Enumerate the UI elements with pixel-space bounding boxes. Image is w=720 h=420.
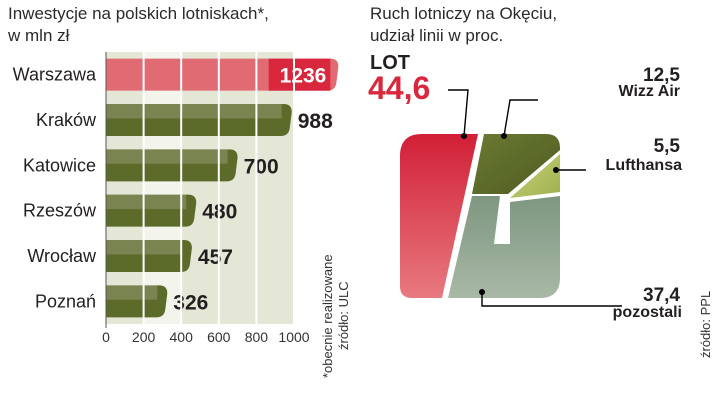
category-label: Kraków [36, 110, 97, 130]
leader-dot-wizz-air [501, 133, 507, 139]
bar-highlight [106, 194, 187, 210]
value-label: 700 [244, 155, 279, 178]
pie-chart [400, 89, 622, 307]
pie-label-pozostali: pozostali [612, 304, 682, 321]
bar-wrocław [106, 240, 192, 272]
bar-kraków [106, 104, 292, 136]
bar-source: źródło: ULC [336, 281, 351, 350]
tick-label: 1000 [278, 329, 309, 345]
pie-label-lot: LOT [370, 52, 410, 74]
value-label: 1236 [280, 65, 327, 88]
pie-value-pozostali: 37,4 [643, 285, 680, 306]
bar-rzeszów [106, 194, 197, 227]
pie-value-lot: 44,6 [368, 70, 431, 106]
bar-highlight [106, 104, 282, 119]
pie-chart-title: Ruch lotniczy na Okęciu, [370, 4, 558, 23]
bar-chart: Warszawa 1236 Kraków 988 Katowice 700 Rzeszów 4… [13, 52, 339, 345]
bar-highlight-warszawa [268, 58, 331, 91]
pie-source: źródło: PPL [698, 290, 713, 358]
leader-line-lot [448, 89, 469, 137]
pie-label-wizz-air: Wizz Air [618, 83, 680, 100]
tick-label: 0 [102, 329, 110, 345]
leader-line-wizz-air [503, 99, 538, 137]
category-label: Warszawa [13, 65, 97, 85]
tick-label: 400 [170, 329, 194, 345]
category-label: Wrocław [27, 246, 97, 266]
pie-value-lufthansa: 5,5 [653, 136, 680, 157]
value-label: 988 [298, 110, 333, 133]
pie-chart-subtitle: udział linii w proc. [370, 26, 504, 45]
leader-dot-pozostali [479, 289, 485, 295]
pie-slice-lufthansa [510, 154, 560, 198]
plot-background [106, 52, 294, 324]
leader-line-pozostali [481, 292, 622, 307]
pie-slice-pozostali [448, 196, 560, 298]
bar-katowice [106, 149, 238, 182]
value-label: 457 [198, 246, 233, 269]
bar-chart-subtitle: w mln zł [8, 26, 70, 45]
bar-poznań [106, 285, 168, 318]
tick-label: 600 [207, 329, 231, 345]
value-label: 326 [173, 291, 208, 314]
pie-slice-wizz-air [472, 134, 560, 194]
pie-label-lufthansa: Lufthansa [605, 157, 682, 174]
leader-dot-lot [461, 133, 467, 139]
pie-slice-lot [400, 134, 478, 298]
tick-label: 200 [132, 329, 156, 345]
plot-band [143, 52, 182, 324]
pie-value-wizz-air: 12,5 [643, 65, 680, 86]
category-label: Poznań [35, 291, 96, 311]
category-label: Rzeszów [23, 201, 97, 221]
bar-highlight [106, 285, 158, 300]
leader-dot-lufthansa [553, 167, 559, 173]
tick-label: 800 [245, 329, 269, 345]
category-label: Katowice [23, 155, 96, 175]
bar-chart-title: Inwestycje na polskich lotniskach*, [8, 4, 269, 23]
bar-highlight [106, 149, 228, 164]
bar-footnote: *obecnie realizowane [320, 254, 335, 378]
